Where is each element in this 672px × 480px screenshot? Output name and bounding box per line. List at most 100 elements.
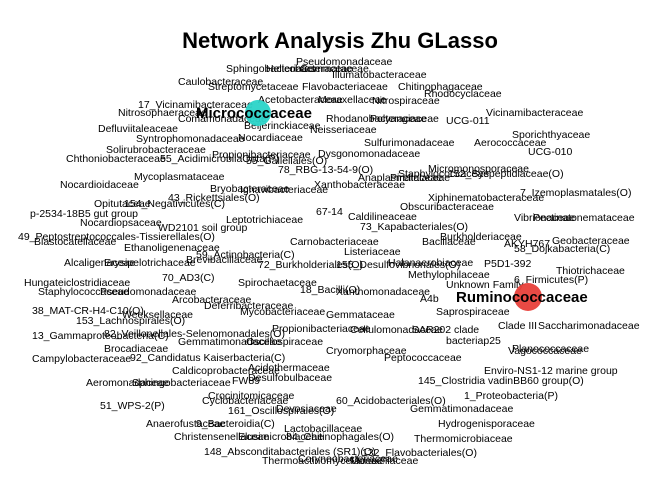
node-label: Geobacteraceae xyxy=(552,235,630,247)
node-label: Elusimicrobiaceae xyxy=(238,431,323,443)
node-label: Mycoplasmataceae xyxy=(134,171,225,183)
node-label: Bacillaceae xyxy=(422,236,476,248)
node-label: Bryobacteraceae xyxy=(210,183,290,195)
node-label: Obscuribacteraceae xyxy=(400,201,494,213)
node-label: Coryneobacteriaceae xyxy=(298,453,398,465)
node-label: Gemmatimonadaceae xyxy=(178,336,281,348)
node-label: Thermomicrobiaceae xyxy=(414,433,513,445)
node-label: 84_Chitinophagales(O) xyxy=(286,431,394,443)
node-label: Propionibacteriaceae xyxy=(212,149,311,161)
node-label: Enviro-NS1-12 marine group xyxy=(484,365,618,377)
node-label: Syntrophomonadaceae xyxy=(136,133,245,145)
node-label: Thiotrichaceae xyxy=(556,265,625,277)
node-label: Vicinamibacteraceae xyxy=(486,107,583,119)
hub-label-rumino: Ruminococcaceae xyxy=(456,289,588,306)
node-label: 43_Rickettsiales(O) xyxy=(168,192,260,204)
node-label: Desulfobulbaceae xyxy=(248,372,332,384)
node-label: Flavobacteriaceae xyxy=(302,81,388,93)
node-label: Blastocatellaceae xyxy=(34,236,116,248)
node-label: Opitutaceae xyxy=(94,198,151,210)
node-label: 13_Gammaproteobacteria(C) xyxy=(32,330,169,342)
node-label: 72_Burkholderiales(O) xyxy=(258,259,363,271)
node-label: Devosiaceae xyxy=(276,403,337,415)
node-label: Brevibacillaceae xyxy=(186,254,263,266)
node-label: Sphingobacteriales xyxy=(226,63,315,75)
node-label: Listeriaceae xyxy=(344,246,401,258)
node-label: Chitinophagaceae xyxy=(398,81,483,93)
node-label: 153_Lachnospirales(O) xyxy=(76,315,185,327)
node-label: Spirochaetaceae xyxy=(238,277,317,289)
node-label: Burkholderiaceae xyxy=(440,231,522,243)
hub-node-micro xyxy=(245,100,271,126)
node-label: Sulfurimonadaceae xyxy=(364,137,455,149)
node-label: Planococcaceae xyxy=(512,343,589,355)
node-label: Brocadiaceae xyxy=(104,343,168,355)
node-label: Ethanoligenenaceae xyxy=(124,242,220,254)
node-label: 132_Flavobacteriales(O) xyxy=(362,447,477,459)
node-label: 145_Clostridia vadinBB60 group(O) xyxy=(418,375,584,387)
node-label: Mycobacteriaceae xyxy=(240,306,325,318)
node-label: Nocardioidaceae xyxy=(60,179,139,191)
node-label: Lactobacillaceae xyxy=(284,423,362,435)
node-label: 58_Dojkabacteria(C) xyxy=(514,243,610,255)
node-label: Nitrosophaeraceae xyxy=(118,107,207,119)
node-label: 38_MAT-CR-H4-C10(O) xyxy=(32,305,144,317)
node-label: Comamonadaceae xyxy=(178,113,267,125)
node-label: Peptococcaceae xyxy=(384,352,462,364)
node-label: 154_Negativicutes(C) xyxy=(124,198,225,210)
node-label: Xanthomonadaceae xyxy=(336,286,430,298)
node-label: P5D1-392 xyxy=(484,258,531,270)
node-label: 1_Proteobacteria(P) xyxy=(464,390,558,402)
node-label: Moraxellaceae xyxy=(350,455,418,467)
node-label: Rhodanobacteraceae xyxy=(326,113,427,125)
node-label: Micromonosporaceae xyxy=(428,163,529,175)
node-label: Streptomycetaceae xyxy=(208,81,299,93)
node-label: UCG-011 xyxy=(446,115,490,127)
node-label: 82_Veillonellales-Selenomonadales(O) xyxy=(104,328,285,340)
node-label: Chthoniobacteraceae xyxy=(66,153,166,165)
node-label: Deferribacteraceae xyxy=(204,300,293,312)
node-label: 161_Oscillospirales(O) xyxy=(228,405,334,417)
node-label: Xanthobacteraceae xyxy=(314,179,405,191)
node-label: 55_AcidimicrobiiaOota(P) xyxy=(160,153,279,165)
node-label: Defluviitaleaceae xyxy=(98,123,178,135)
node-label: 152_Syspeptidiaceae(O) xyxy=(448,168,564,180)
node-label: Staphylococcaceae xyxy=(398,168,489,180)
node-label: Ignavibacteriaceae xyxy=(240,184,328,196)
node-label: Nocardiopsaceae xyxy=(80,217,162,229)
node-label: Helicobacteraceae xyxy=(266,63,353,75)
node-label: 59_Actinobacteria(C) xyxy=(196,249,295,261)
node-label: 6_Firmicutes(P) xyxy=(514,274,588,286)
node-label: Saprospiraceae xyxy=(436,306,510,318)
node-label: 7_Izemoplasmatales(O) xyxy=(520,187,631,199)
node-label: Pseudomonadaceae xyxy=(100,286,196,298)
node-label: AKYH767 xyxy=(504,238,550,250)
node-label: Dysgonomonadaceae xyxy=(318,148,420,160)
node-label: Cryomorphaceae xyxy=(326,345,407,357)
hub-nodes: Micrococcaceae Ruminococcaceae xyxy=(196,100,588,311)
node-label: UCG-010 xyxy=(528,146,573,158)
node-label: 60_Acidobacteriales(O) xyxy=(336,395,446,407)
node-label: SAR202 clade xyxy=(412,324,479,336)
node-label: 92_Candidatus Kaiserbacteria(C) xyxy=(130,352,285,364)
node-label: Sphingobacteriaceae xyxy=(132,377,231,389)
node-label: Alcaligenaceae xyxy=(64,257,135,269)
node-label: Nitrospiraceae xyxy=(372,95,440,107)
node-label: 49_Peptostreptococcales-Tissierellales(O… xyxy=(18,231,215,243)
node-label: 18_Bacilli(O) xyxy=(300,284,360,296)
node-label: 9_Bacteroidia(C) xyxy=(196,418,275,430)
node-label: Methylophilaceae xyxy=(408,269,490,281)
node-label: Leptotrichiaceae xyxy=(226,214,303,226)
node-label: 55_Gallellales(O) xyxy=(246,155,327,167)
node-label: Gemmataceae xyxy=(326,309,395,321)
node-label: Crocinitomicaceae xyxy=(208,390,295,402)
node-label: Pectinatonemataceae xyxy=(533,212,635,224)
node-label: Caulobacteraceae xyxy=(178,76,263,88)
node-label: p-2534-18B5 gut group xyxy=(30,208,138,220)
node-label: Caldilineaceae xyxy=(348,211,417,223)
node-label: Christensenellaceae xyxy=(174,431,269,443)
hub-node-rumino xyxy=(514,283,542,311)
node-label: Thermoactinomycetaceae xyxy=(262,455,383,467)
